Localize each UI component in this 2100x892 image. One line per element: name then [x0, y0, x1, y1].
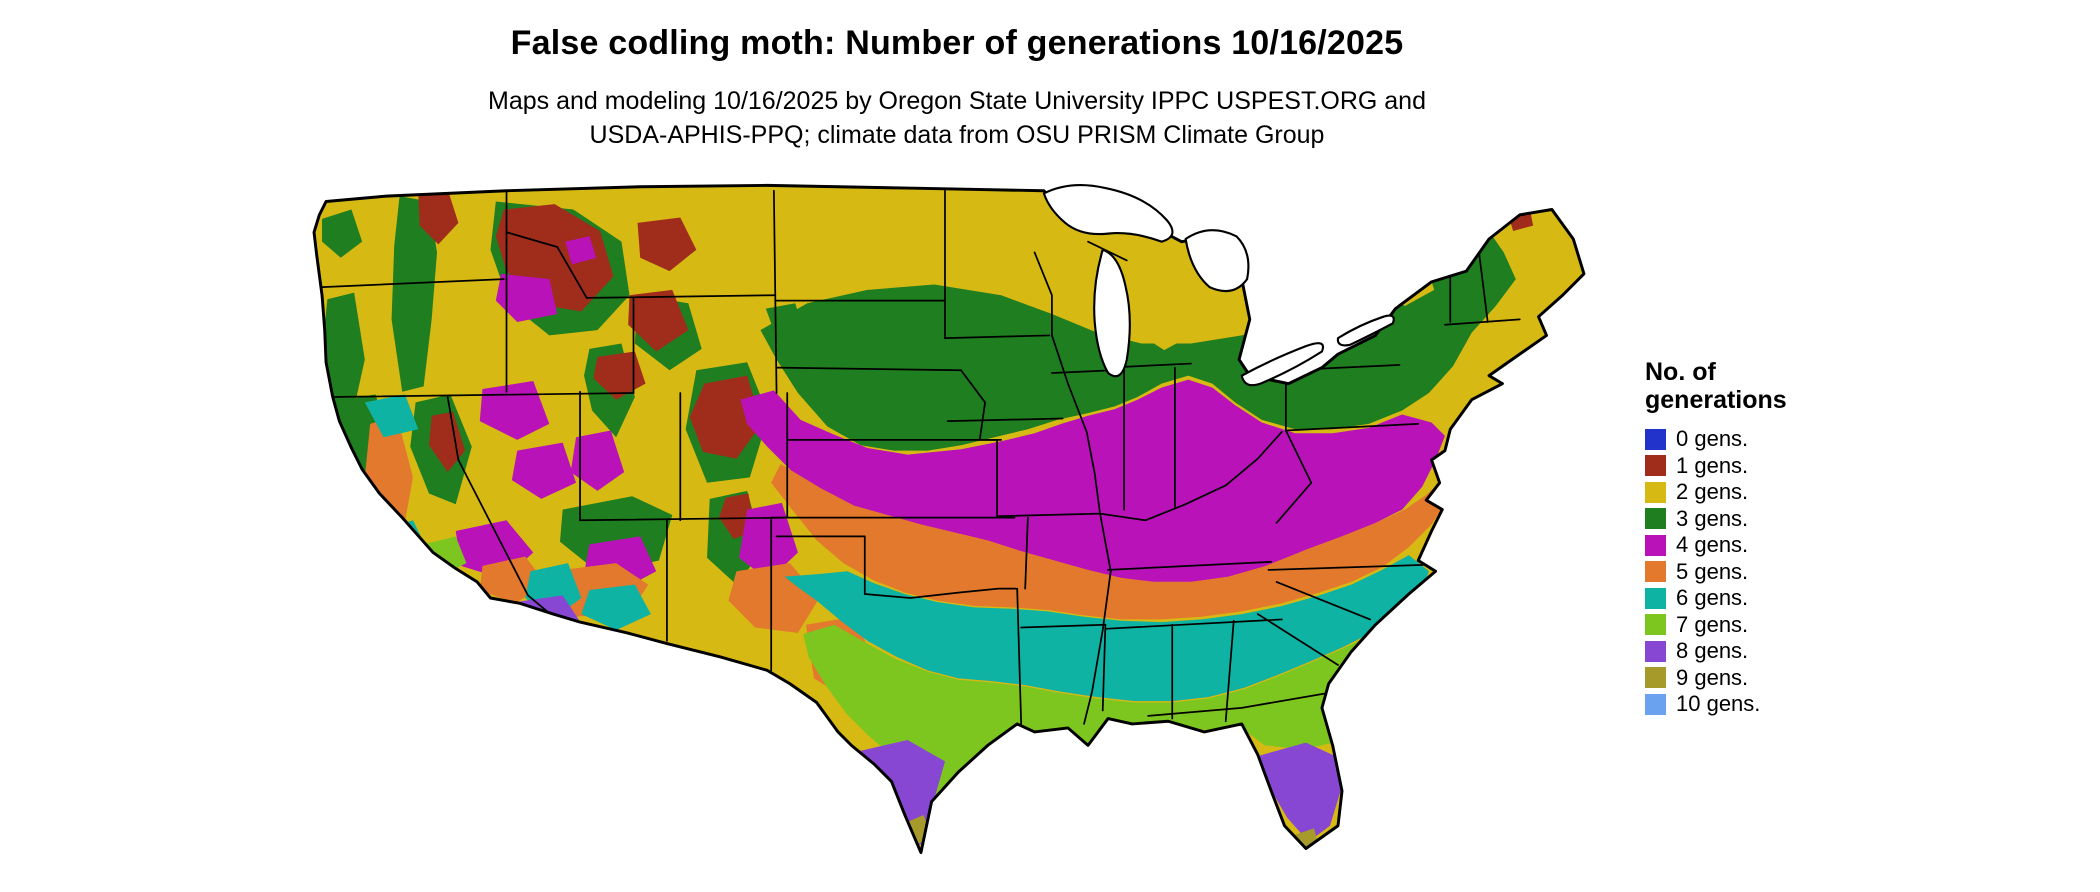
legend-item: 7 gens.	[1645, 612, 1787, 639]
patches-4-gens-west	[455, 236, 798, 590]
us-map-svg	[312, 183, 1586, 855]
lake-superior	[1042, 184, 1174, 243]
legend-label: 0 gens.	[1676, 426, 1749, 452]
legend-item: 8 gens.	[1645, 638, 1787, 665]
legend-label: 7 gens.	[1676, 611, 1749, 637]
lake-michigan	[1093, 248, 1131, 378]
legend-swatch-7-gens	[1645, 614, 1666, 636]
legend-label: 1 gens.	[1676, 452, 1749, 478]
legend-swatch-3-gens	[1645, 508, 1666, 530]
legend-label: 2 gens.	[1676, 479, 1749, 505]
band-7-gens	[803, 624, 1360, 803]
legend-label: 8 gens.	[1676, 638, 1749, 664]
legend-item: 0 gens.	[1645, 426, 1787, 453]
subtitle-line-1: Maps and modeling 10/16/2025 by Oregon S…	[488, 87, 1426, 115]
legend-swatch-9-gens	[1645, 667, 1666, 689]
legend-title: No. of generations	[1645, 358, 1787, 414]
lake-erie	[1240, 342, 1325, 387]
legend-label: 3 gens.	[1676, 505, 1749, 531]
page-subtitle: Maps and modeling 10/16/2025 by Oregon S…	[0, 84, 1914, 152]
us-generations-map	[306, 172, 1596, 882]
legend-swatch-10-gens	[1645, 693, 1666, 715]
map-fill-layers	[314, 185, 1584, 853]
legend-item: 9 gens.	[1645, 665, 1787, 692]
legend-item: 5 gens.	[1645, 559, 1787, 586]
legend-label: 4 gens.	[1676, 532, 1749, 558]
band-5-gens	[771, 464, 1447, 620]
legend-title-line-2: generations	[1645, 386, 1787, 414]
legend-item: 10 gens.	[1645, 691, 1787, 718]
band-3-gens	[760, 225, 1516, 451]
lake-ontario	[1336, 314, 1395, 347]
legend-item: 1 gens.	[1645, 453, 1787, 480]
great-lakes	[1042, 184, 1395, 387]
legend-label: 10 gens.	[1676, 691, 1761, 717]
patches-9-gens	[904, 815, 1320, 853]
legend-swatch-1-gens	[1645, 455, 1666, 477]
legend-swatch-8-gens	[1645, 640, 1666, 662]
legend-swatch-5-gens	[1645, 561, 1666, 583]
legend-swatch-0-gens	[1645, 428, 1666, 450]
legend-swatch-2-gens	[1645, 481, 1666, 503]
legend-item: 4 gens.	[1645, 532, 1787, 559]
legend-label: 6 gens.	[1676, 585, 1749, 611]
legend-title-line-1: No. of	[1645, 358, 1716, 386]
legend-item: 6 gens.	[1645, 585, 1787, 612]
legend-label: 5 gens.	[1676, 558, 1749, 584]
legend-item: 2 gens.	[1645, 479, 1787, 506]
band-4-gens	[740, 379, 1445, 582]
page-title: False codling moth: Number of generation…	[510, 24, 1404, 62]
lake-huron	[1184, 229, 1250, 293]
legend: No. of generations 0 gens. 1 gens. 2 gen…	[1645, 358, 1787, 718]
subtitle-line-2: USDA-APHIS-PPQ; climate data from OSU PR…	[589, 121, 1325, 149]
legend-rows: 0 gens. 1 gens. 2 gens. 3 gens. 4 gens. …	[1645, 426, 1787, 718]
legend-swatch-6-gens	[1645, 587, 1666, 609]
legend-swatch-4-gens	[1645, 534, 1666, 556]
legend-label: 9 gens.	[1676, 664, 1749, 690]
legend-item: 3 gens.	[1645, 506, 1787, 533]
